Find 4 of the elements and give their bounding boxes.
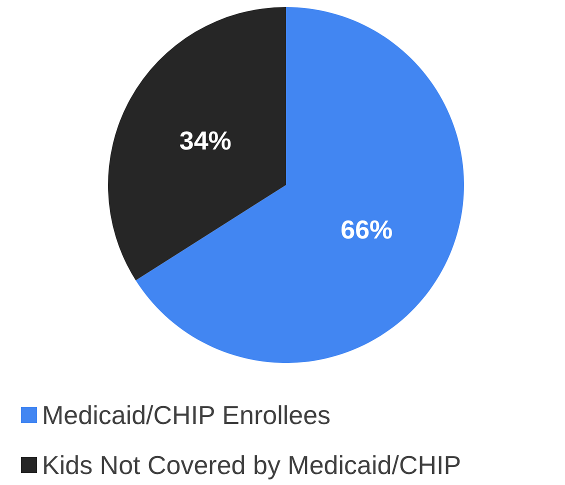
legend-label: Kids Not Covered by Medicaid/CHIP <box>42 450 462 480</box>
data-label: 66% <box>340 214 393 244</box>
data-label: 34% <box>179 126 232 156</box>
legend-label: Medicaid/CHIP Enrollees <box>42 400 331 430</box>
